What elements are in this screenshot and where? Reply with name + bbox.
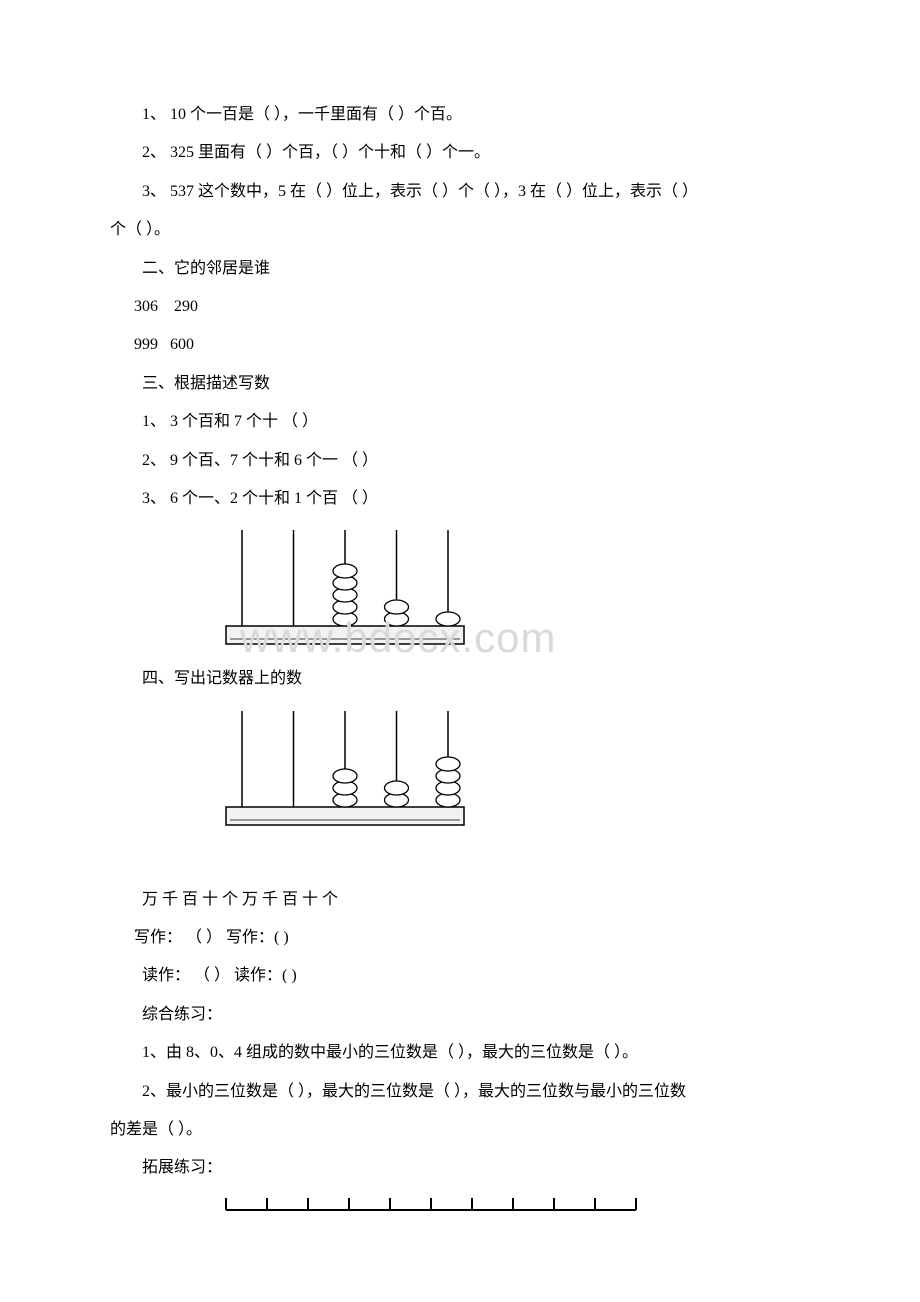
place-labels: 万 千 百 十 个 万 千 百 十 个 <box>110 885 810 915</box>
q3-3: 3、 6 个一、2 个十和 1 个百 （ ） <box>110 484 810 514</box>
section2-row2: 999 600 <box>110 330 810 360</box>
q1-2: 2、 325 里面有（ ）个百，（ ）个十和（ ）个一。 <box>110 138 810 168</box>
q1-1: 1、 10 个一百是（ ），一千里面有（ ）个百。 <box>110 100 810 130</box>
section6-title: 拓展练习： <box>110 1153 810 1183</box>
section2-row1: 306 290 <box>110 292 810 322</box>
q5-2-line1: 2、最小的三位数是（ ），最大的三位数是（ ），最大的三位数与最小的三位数 <box>110 1077 810 1107</box>
q5-2-line2: 的差是（ ）。 <box>110 1115 810 1145</box>
abacus-1 <box>220 524 810 654</box>
section3-title: 三、根据描述写数 <box>110 369 810 399</box>
q3-2: 2、 9 个百、7 个十和 6 个一 （ ） <box>110 446 810 476</box>
section4-title: 四、写出记数器上的数 <box>110 664 810 694</box>
abacus-2 <box>220 705 810 835</box>
section2-title: 二、它的邻居是谁 <box>110 254 810 284</box>
read-line: 读作： （ ） 读作：( ) <box>110 961 810 991</box>
q1-3-line2: 个（ ）。 <box>110 215 810 245</box>
write-line: 写作： （ ） 写作：( ) <box>110 923 810 953</box>
q1-3-line1: 3、 537 这个数中，5 在（ ）位上，表示（ ）个（ ），3 在（ ）位上，… <box>110 177 810 207</box>
number-line <box>220 1192 810 1227</box>
q3-1: 1、 3 个百和 7 个十 （ ） <box>110 407 810 437</box>
q5-1: 1、由 8、0、4 组成的数中最小的三位数是（ ），最大的三位数是（ ）。 <box>110 1038 810 1068</box>
section5-title: 综合练习： <box>110 1000 810 1030</box>
